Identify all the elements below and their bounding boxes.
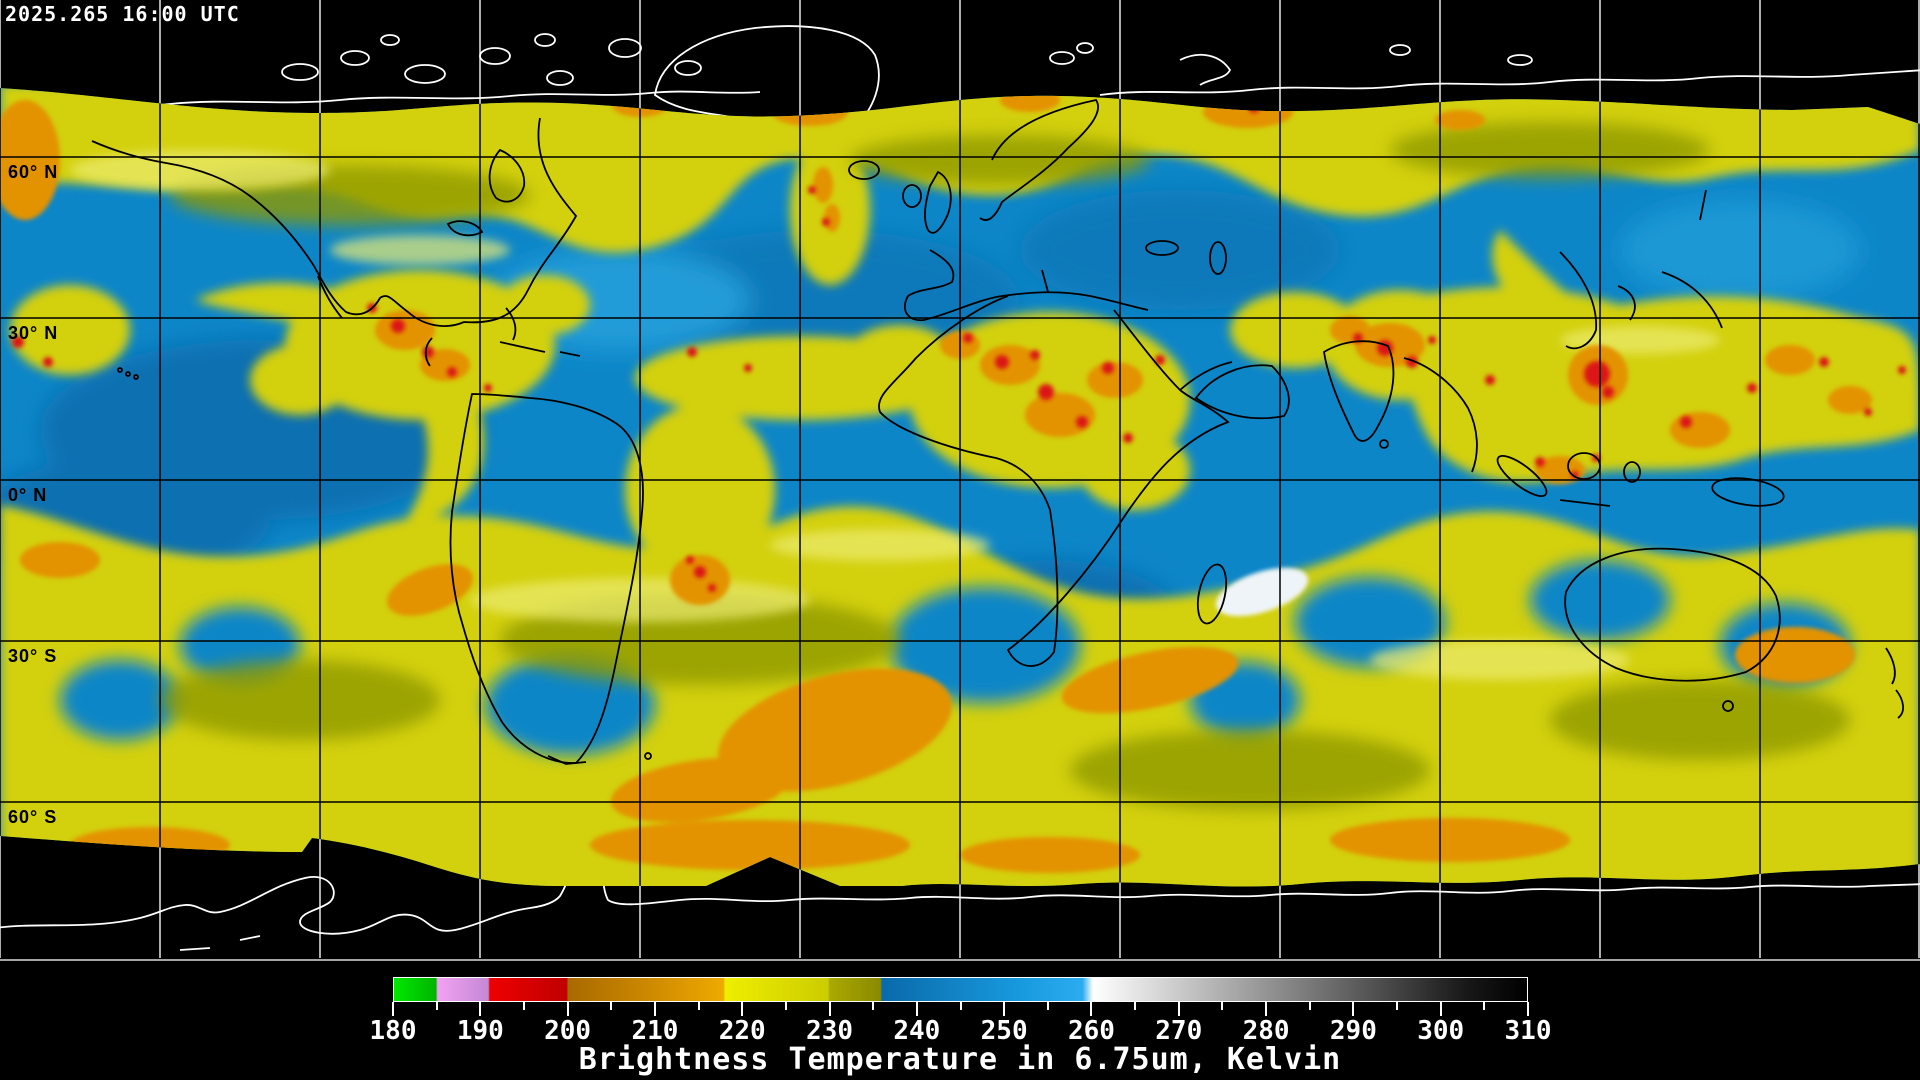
latitude-label: 60° N — [8, 162, 59, 182]
colorbar-tick — [828, 1002, 831, 1016]
dry-slot-white — [1215, 567, 1309, 617]
coastlines-black — [91, 98, 1904, 765]
colorbar-tick — [1003, 1002, 1006, 1016]
colorbar-tick-label: 300 — [1417, 1016, 1465, 1046]
latitude-label: 60° S — [8, 807, 58, 827]
colorbar-tick — [653, 1002, 656, 1016]
colorbar-tick-label: 200 — [544, 1016, 592, 1046]
antarctica-coastline — [0, 835, 1920, 951]
timestamp-label: 2025.265 16:00 UTC — [5, 2, 240, 26]
colorbar-tick — [697, 1002, 700, 1010]
colorbar-tick-label: 220 — [718, 1016, 766, 1046]
colorbar-tick — [1308, 1002, 1311, 1010]
colorbar-tick — [915, 1002, 918, 1016]
colorbar-tick — [959, 1002, 962, 1010]
colorbar-tick — [784, 1002, 787, 1010]
colorbar-tick — [1046, 1002, 1049, 1010]
typhoon-core — [1584, 361, 1610, 387]
colorbar-tick-label: 260 — [1067, 1016, 1115, 1046]
colorbar-title: Brightness Temperature in 6.75um, Kelvin — [578, 1042, 1342, 1077]
coastlines-white — [0, 25, 1920, 951]
colorbar-tick-label: 290 — [1329, 1016, 1377, 1046]
colorbar-tick — [1265, 1002, 1268, 1016]
dry-pockets — [60, 560, 1850, 755]
cloud-texture-bright — [70, 150, 1720, 680]
colorbar-tick — [1527, 1002, 1529, 1016]
latitude-label: 30° N — [8, 323, 59, 343]
colorbar-tick — [1221, 1002, 1224, 1010]
colorbar-tick — [1090, 1002, 1093, 1016]
colorbar-tick — [872, 1002, 875, 1010]
graticule-black — [0, 0, 1920, 958]
colorbar-tick-label: 310 — [1504, 1016, 1552, 1046]
colorbar-tick-label: 210 — [631, 1016, 679, 1046]
colorbar-tick — [1177, 1002, 1180, 1016]
colorbar-tick — [741, 1002, 744, 1016]
colorbar-tick-label: 240 — [893, 1016, 941, 1046]
arctic-coastline — [0, 25, 1920, 146]
colorbar-tick — [566, 1002, 569, 1016]
colorbar-tick — [610, 1002, 613, 1010]
colorbar-tick-label: 230 — [806, 1016, 854, 1046]
colorbar-tick — [392, 1002, 394, 1016]
colorbar-tick — [1483, 1002, 1486, 1010]
latitude-label: 30° S — [8, 646, 58, 666]
colorbar-tick — [435, 1002, 438, 1010]
data-region — [0, 0, 1920, 958]
colorbar-tick — [522, 1002, 525, 1010]
wv-satellite-map — [0, 0, 1920, 962]
colorbar-tick — [1352, 1002, 1355, 1016]
latitude-label: 0° N — [8, 485, 48, 505]
colorbar-tick-label: 250 — [980, 1016, 1028, 1046]
colorbar-tick-label: 190 — [456, 1016, 504, 1046]
colorbar-tick-label: 280 — [1242, 1016, 1290, 1046]
colorbar-tick — [479, 1002, 482, 1016]
colorbar-tick-label: 180 — [369, 1016, 417, 1046]
colorbar-tick — [1134, 1002, 1137, 1010]
colorbar-gradient — [393, 977, 1528, 1002]
colorbar: 180 190 200 210 220 230 240 250 260 270 280 290 300 3… — [370, 977, 1551, 1046]
colorbar-tick — [1396, 1002, 1399, 1010]
colorbar-tick-label: 270 — [1155, 1016, 1203, 1046]
colorbar-tick — [1439, 1002, 1442, 1016]
